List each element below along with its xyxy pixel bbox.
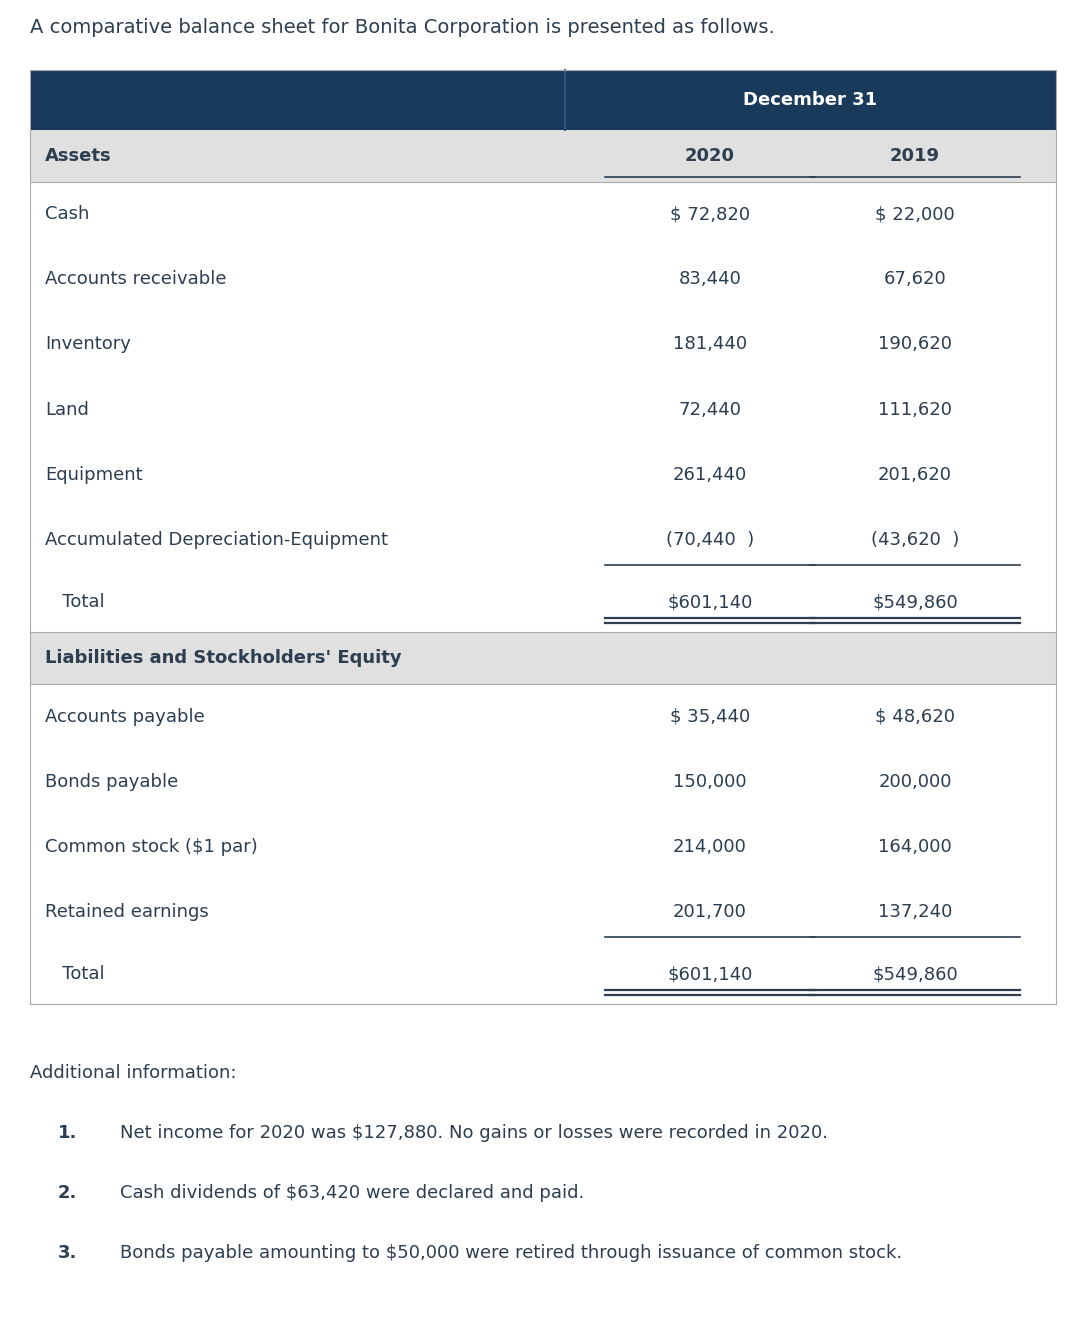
Text: $ 48,620: $ 48,620 xyxy=(875,708,955,725)
Bar xyxy=(30,247,1056,312)
Text: Cash: Cash xyxy=(45,206,89,224)
Text: 201,620: 201,620 xyxy=(877,465,952,484)
Text: 3.: 3. xyxy=(58,1244,77,1262)
Text: 2019: 2019 xyxy=(891,147,940,164)
Text: Inventory: Inventory xyxy=(45,335,131,354)
Bar xyxy=(30,377,1056,442)
Text: Accounts payable: Accounts payable xyxy=(45,708,205,725)
Text: December 31: December 31 xyxy=(744,91,877,109)
Text: 181,440: 181,440 xyxy=(673,335,747,354)
Text: Assets: Assets xyxy=(45,147,112,164)
Text: 190,620: 190,620 xyxy=(877,335,952,354)
Text: Accounts receivable: Accounts receivable xyxy=(45,271,227,289)
Text: Liabilities and Stockholders' Equity: Liabilities and Stockholders' Equity xyxy=(45,648,402,667)
Text: 111,620: 111,620 xyxy=(877,400,952,419)
Text: 2.: 2. xyxy=(58,1184,77,1201)
Text: Total: Total xyxy=(45,593,104,611)
Bar xyxy=(30,633,1056,684)
Text: $ 72,820: $ 72,820 xyxy=(670,206,750,224)
Text: $ 35,440: $ 35,440 xyxy=(670,708,750,725)
Text: Land: Land xyxy=(45,400,89,419)
Text: $549,860: $549,860 xyxy=(872,593,958,611)
Bar xyxy=(30,814,1056,879)
Bar xyxy=(30,944,1056,1004)
Text: Equipment: Equipment xyxy=(45,465,142,484)
Text: 164,000: 164,000 xyxy=(879,838,951,855)
Text: 2020: 2020 xyxy=(685,147,735,164)
Text: 200,000: 200,000 xyxy=(879,773,951,790)
Text: 67,620: 67,620 xyxy=(884,271,946,289)
Text: 83,440: 83,440 xyxy=(679,271,742,289)
Bar xyxy=(30,749,1056,814)
Text: Total: Total xyxy=(45,965,104,983)
Text: Bonds payable amounting to $50,000 were retired through issuance of common stock: Bonds payable amounting to $50,000 were … xyxy=(119,1244,902,1262)
Text: $601,140: $601,140 xyxy=(667,965,753,983)
Bar xyxy=(30,182,1056,247)
Text: 137,240: 137,240 xyxy=(877,903,952,920)
Text: Accumulated Depreciation-Equipment: Accumulated Depreciation-Equipment xyxy=(45,530,388,549)
Bar xyxy=(30,442,1056,507)
Text: 261,440: 261,440 xyxy=(673,465,747,484)
Text: Common stock ($1 par): Common stock ($1 par) xyxy=(45,838,257,855)
Bar xyxy=(30,507,1056,572)
Text: 150,000: 150,000 xyxy=(673,773,747,790)
Text: $549,860: $549,860 xyxy=(872,965,958,983)
Text: 72,440: 72,440 xyxy=(679,400,742,419)
Text: Bonds payable: Bonds payable xyxy=(45,773,178,790)
Text: Cash dividends of $63,420 were declared and paid.: Cash dividends of $63,420 were declared … xyxy=(119,1184,584,1201)
Text: (43,620  ): (43,620 ) xyxy=(871,530,959,549)
Bar xyxy=(30,572,1056,633)
Text: Retained earnings: Retained earnings xyxy=(45,903,209,920)
Text: 1.: 1. xyxy=(58,1124,77,1142)
Bar xyxy=(30,684,1056,749)
Text: 214,000: 214,000 xyxy=(673,838,747,855)
Bar xyxy=(30,70,1056,130)
Text: 201,700: 201,700 xyxy=(673,903,747,920)
Text: Net income for 2020 was $127,880. No gains or losses were recorded in 2020.: Net income for 2020 was $127,880. No gai… xyxy=(119,1124,828,1142)
Text: $ 22,000: $ 22,000 xyxy=(875,206,955,224)
Text: A comparative balance sheet for Bonita Corporation is presented as follows.: A comparative balance sheet for Bonita C… xyxy=(30,19,774,37)
Text: (70,440  ): (70,440 ) xyxy=(666,530,754,549)
Bar xyxy=(30,879,1056,944)
Text: Additional information:: Additional information: xyxy=(30,1063,237,1082)
Bar xyxy=(30,130,1056,182)
Text: $601,140: $601,140 xyxy=(667,593,753,611)
Bar xyxy=(30,312,1056,377)
